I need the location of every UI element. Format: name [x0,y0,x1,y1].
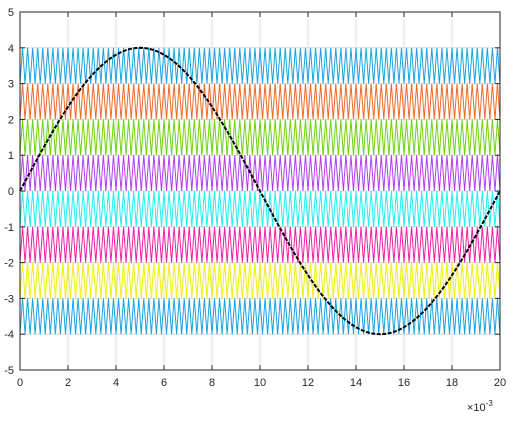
x-exponent-label: ×10-3 [467,399,493,414]
y-tick-label: -4 [4,329,14,341]
y-tick-label: 0 [8,186,14,198]
carrier-series-7 [19,262,501,299]
x-tick-label: 0 [17,377,23,389]
y-tick-label: 1 [8,150,14,162]
y-tick-label: 2 [8,114,14,126]
carrier-series-6 [19,226,501,263]
x-tick-label: 20 [494,377,506,389]
y-tick-label: -1 [4,222,14,234]
y-tick-label: -3 [4,293,14,305]
y-tick-label: -2 [4,258,14,270]
carrier-series-2 [19,83,501,120]
x-tick-label: 16 [398,377,410,389]
y-tick-label: 4 [8,43,14,55]
axis-ticks [19,11,501,371]
y-tick-label: 3 [8,79,14,91]
series-group [19,47,501,335]
x-tick-label: 8 [209,377,215,389]
y-tick-label: 5 [8,7,14,19]
x-tick-label: 18 [446,377,458,389]
x-tick-label: 12 [302,377,314,389]
x-tick-label: 14 [350,377,362,389]
carrier-series-3 [19,119,501,156]
x-tick-label: 4 [113,377,119,389]
sine-reference-group [19,46,501,336]
x-tick-label: 2 [65,377,71,389]
carrier-series-4 [19,155,501,192]
carrier-series-8 [19,298,501,335]
sine-reference-line [19,46,501,336]
x-tick-label: 10 [254,377,266,389]
carrier-series-1 [19,47,501,84]
x-tick-label: 6 [161,377,167,389]
y-tick-label: -5 [4,365,14,377]
